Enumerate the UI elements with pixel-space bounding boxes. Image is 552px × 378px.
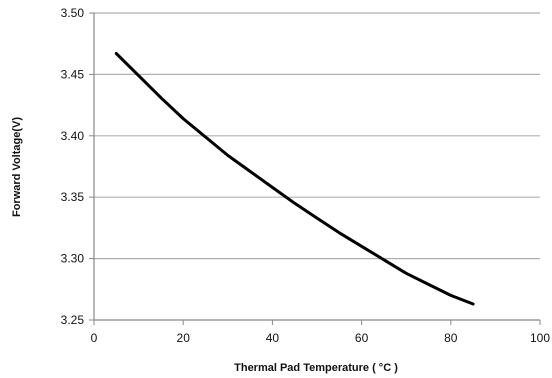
x-tick-label: 20 [177, 331, 191, 345]
y-tick-label: 3.50 [61, 6, 85, 20]
y-tick-label: 3.40 [61, 129, 85, 143]
x-tick-label: 60 [355, 331, 369, 345]
series-layer [114, 52, 475, 306]
gridlines [94, 12, 540, 260]
x-tick-label: 0 [91, 331, 98, 345]
y-tick-label: 3.35 [61, 190, 85, 204]
y-tick-label: 3.45 [61, 67, 85, 81]
tick-labels: 3.25 3.30 3.35 3.40 3.45 3.50 0 20 40 60 80 100 [61, 6, 551, 345]
x-tick-label: 80 [444, 331, 458, 345]
y-axis-title: Forward Voltage(V) [11, 117, 23, 217]
x-axis-title: Thermal Pad Temperature ( °C ) [234, 362, 398, 374]
series-line [114, 52, 475, 306]
y-tick-label: 3.30 [61, 252, 85, 266]
axes [89, 12, 541, 325]
x-tick-label: 40 [266, 331, 280, 345]
y-tick-label: 3.25 [61, 313, 85, 327]
x-tick-label: 100 [530, 331, 550, 345]
